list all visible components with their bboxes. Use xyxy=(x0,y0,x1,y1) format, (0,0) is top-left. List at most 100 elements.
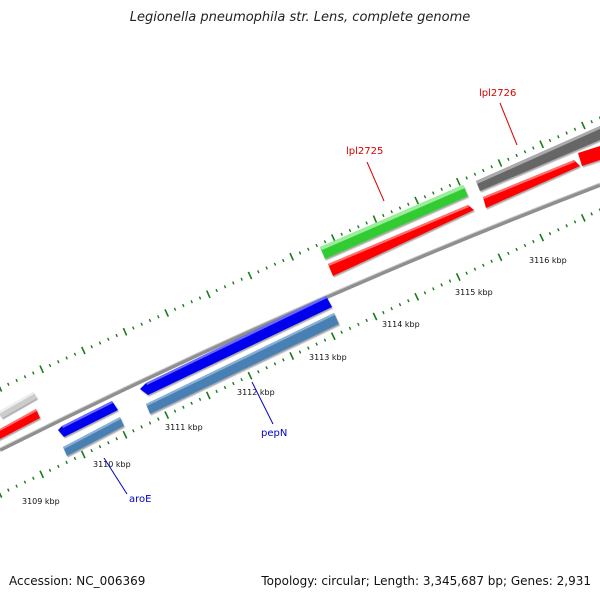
outer-tick xyxy=(32,371,35,375)
outer-tick xyxy=(107,337,110,341)
inner-tick xyxy=(580,213,586,222)
gene-lpl2725-upper[interactable] xyxy=(320,185,468,259)
outer-tick xyxy=(497,159,503,167)
inner-tick xyxy=(223,385,227,390)
outer-tick xyxy=(39,365,45,374)
gene-red-left[interactable] xyxy=(0,409,40,440)
gene-label-lpl2725[interactable]: lpl2725 xyxy=(346,146,383,157)
inner-tick xyxy=(423,291,427,295)
outer-tick xyxy=(247,271,253,280)
outer-tick xyxy=(90,345,93,349)
inner-tick xyxy=(7,488,10,492)
leader-pepN xyxy=(251,381,274,425)
outer-tick xyxy=(257,270,260,274)
outer-tick xyxy=(580,121,586,130)
outer-tick xyxy=(372,215,378,224)
inner-tick xyxy=(348,326,352,330)
inner-tick xyxy=(490,259,493,263)
gene-label-lpl2726[interactable]: lpl2726 xyxy=(479,88,516,99)
gene-pepN-lower[interactable] xyxy=(146,313,339,414)
inner-tick xyxy=(273,362,277,366)
inner-tick xyxy=(465,271,468,275)
inner-tick xyxy=(65,460,68,465)
gene-label-pepN[interactable]: pepN xyxy=(261,428,287,439)
outer-tick xyxy=(298,251,302,255)
outer-tick xyxy=(565,131,568,135)
inner-tick xyxy=(340,330,343,334)
inner-tick xyxy=(247,371,253,380)
gene-pepN-upper[interactable] xyxy=(140,296,332,395)
outer-tick xyxy=(273,262,277,266)
outer-tick xyxy=(198,296,202,300)
outer-tick xyxy=(590,120,593,124)
gene-aroE-lower[interactable] xyxy=(63,417,124,456)
inner-tick xyxy=(257,370,260,374)
outer-tick xyxy=(330,234,336,242)
inner-tick xyxy=(365,318,368,323)
gene-light-gray[interactable] xyxy=(0,392,37,418)
inner-tick xyxy=(198,397,202,401)
outer-tick xyxy=(382,213,385,218)
outer-tick xyxy=(65,356,68,360)
outer-tick xyxy=(205,290,211,299)
outer-tick xyxy=(115,333,118,338)
inner-tick xyxy=(157,417,160,421)
outer-tick xyxy=(482,168,485,173)
gene-lpl2726-lower[interactable] xyxy=(483,160,580,208)
inner-tick xyxy=(590,212,593,216)
outer-tick xyxy=(73,352,77,356)
inner-tick xyxy=(307,346,310,350)
inner-tick xyxy=(32,476,35,480)
inner-tick xyxy=(323,338,327,342)
inner-tick xyxy=(57,464,60,469)
inner-tick xyxy=(73,456,77,461)
inner-tick xyxy=(539,233,545,242)
outer-tick xyxy=(523,150,527,154)
accession-text: Accession: NC_006369 xyxy=(9,574,146,588)
outer-tick xyxy=(23,375,27,379)
gene-label-aroE[interactable]: aroE xyxy=(129,494,151,505)
outer-tick xyxy=(265,266,268,270)
inner-tick xyxy=(548,232,552,236)
scale-label-3116: 3116 kbp xyxy=(529,256,567,265)
outer-tick xyxy=(365,221,368,225)
outer-tick xyxy=(7,382,10,386)
outer-tick xyxy=(48,363,52,368)
map-title: Legionella pneumophila str. Lens, comple… xyxy=(129,10,471,25)
gene-red-right[interactable] xyxy=(578,146,600,166)
inner-tick xyxy=(330,332,336,341)
outer-tick xyxy=(0,386,3,392)
inner-tick xyxy=(132,429,135,433)
outer-tick xyxy=(532,146,535,150)
outer-tick xyxy=(348,228,352,233)
outer-tick xyxy=(390,210,393,214)
inner-tick xyxy=(432,287,435,291)
outer-tick xyxy=(132,326,135,330)
inner-tick xyxy=(107,441,110,445)
gene-lpl2726-upper[interactable] xyxy=(476,126,600,191)
outer-tick xyxy=(407,202,410,206)
inner-tick xyxy=(573,220,577,224)
inner-tick xyxy=(122,430,128,439)
genome-backbone-highlight xyxy=(0,182,600,449)
inner-tick xyxy=(473,267,477,271)
tick-track-inner xyxy=(0,208,600,498)
inner-tick xyxy=(497,253,503,262)
outer-tick xyxy=(173,307,177,311)
inner-tick xyxy=(372,312,378,321)
outer-tick xyxy=(448,183,452,188)
outer-tick xyxy=(557,135,560,139)
gene-lpl2725-lower[interactable] xyxy=(328,205,474,276)
outer-tick xyxy=(548,138,552,143)
outer-tick xyxy=(340,232,343,236)
inner-tick xyxy=(140,425,143,429)
outer-tick xyxy=(232,281,235,285)
inner-tick xyxy=(440,283,443,287)
inner-tick xyxy=(80,450,86,459)
outer-tick xyxy=(57,360,60,364)
gene-aroE-upper[interactable] xyxy=(58,401,118,437)
inner-tick xyxy=(232,381,235,386)
tick-track-outer xyxy=(0,116,600,392)
inner-tick xyxy=(455,273,461,282)
